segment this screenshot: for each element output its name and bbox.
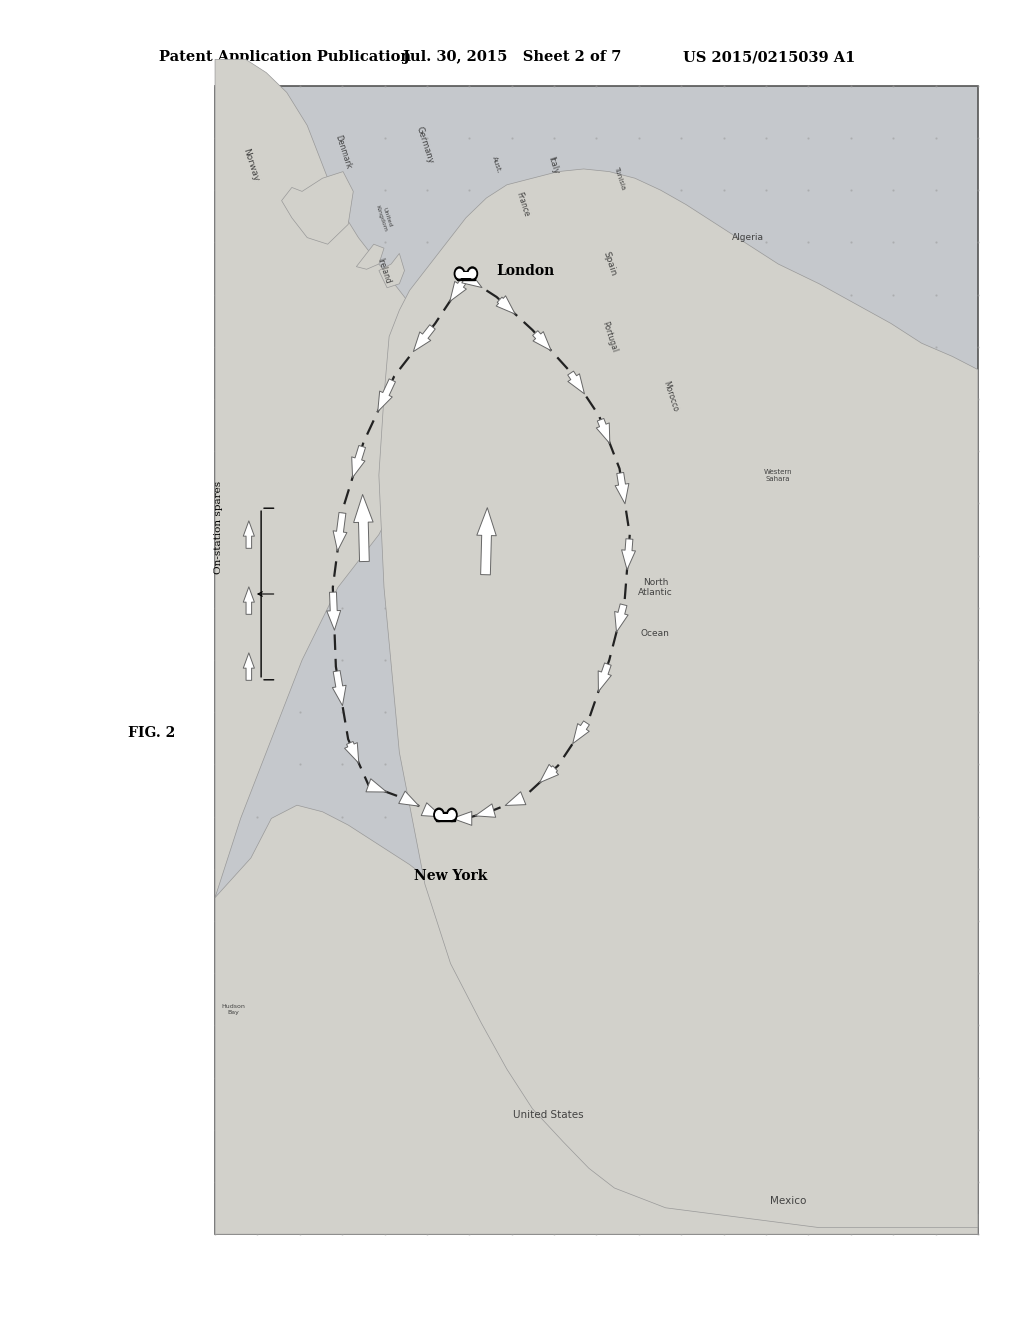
Text: Hudson
Bay: Hudson Bay <box>221 1005 246 1015</box>
Text: London: London <box>497 264 555 277</box>
Text: Ocean: Ocean <box>641 630 670 638</box>
Bar <box>439 813 452 820</box>
Text: Portugal: Portugal <box>600 319 618 354</box>
Text: Patent Application Publication: Patent Application Publication <box>159 50 411 65</box>
Circle shape <box>467 267 477 280</box>
Text: On-station spares: On-station spares <box>214 480 223 574</box>
Polygon shape <box>215 59 451 898</box>
Circle shape <box>455 267 465 280</box>
Text: Jul. 30, 2015   Sheet 2 of 7: Jul. 30, 2015 Sheet 2 of 7 <box>402 50 622 65</box>
Text: North
Atlantic: North Atlantic <box>638 578 673 597</box>
Text: Morocco: Morocco <box>662 379 680 413</box>
Bar <box>460 272 472 279</box>
Polygon shape <box>215 805 978 1234</box>
Polygon shape <box>282 172 353 244</box>
Polygon shape <box>379 169 978 1228</box>
Bar <box>457 272 475 280</box>
Polygon shape <box>356 244 384 269</box>
Bar <box>215 86 978 1234</box>
Bar <box>436 813 455 821</box>
Circle shape <box>456 269 463 279</box>
Circle shape <box>434 808 444 821</box>
Polygon shape <box>379 253 404 288</box>
Text: New York: New York <box>414 869 487 883</box>
Text: Norway: Norway <box>242 148 260 182</box>
Text: Tunisia: Tunisia <box>613 166 626 190</box>
Text: Mexico: Mexico <box>770 1196 807 1206</box>
Circle shape <box>449 810 456 820</box>
Text: United States: United States <box>513 1110 583 1121</box>
Text: Germany: Germany <box>415 125 435 165</box>
Text: Western
Sahara: Western Sahara <box>764 469 793 482</box>
Text: Italy: Italy <box>546 154 560 176</box>
Text: Algeria: Algeria <box>731 234 764 242</box>
Text: Ireland: Ireland <box>376 256 392 285</box>
Text: Denmark: Denmark <box>334 133 352 170</box>
Text: US 2015/0215039 A1: US 2015/0215039 A1 <box>683 50 855 65</box>
Text: France: France <box>514 191 530 218</box>
Circle shape <box>469 269 476 279</box>
Circle shape <box>446 808 457 821</box>
Text: United
Kingdom: United Kingdom <box>375 203 393 232</box>
Circle shape <box>435 810 442 820</box>
Text: FIG. 2: FIG. 2 <box>128 726 175 739</box>
Text: Spain: Spain <box>601 251 617 277</box>
Text: Aust.: Aust. <box>492 156 502 174</box>
